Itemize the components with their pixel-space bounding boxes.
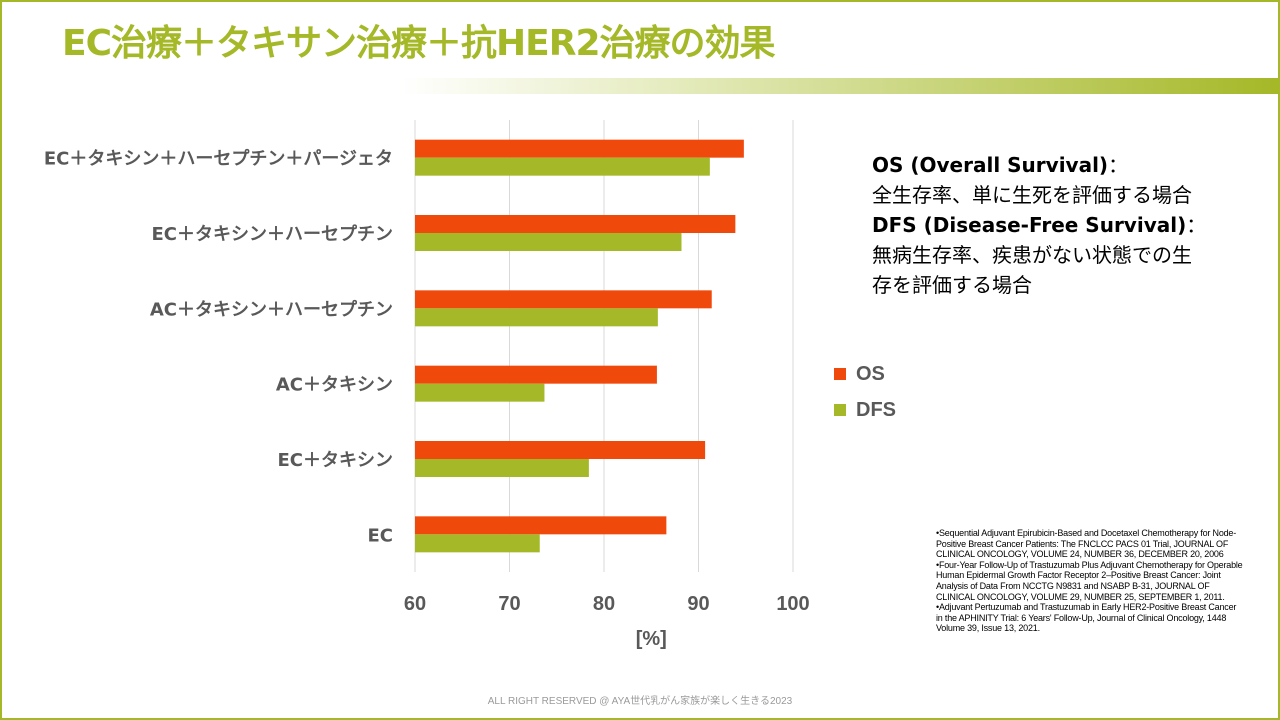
category-label: AC＋タキシン: [276, 375, 393, 396]
category-label: EC＋タキシン＋ハーセプチン＋パージェタ: [44, 148, 393, 170]
x-tick-label: 90: [687, 593, 709, 615]
reference-item: •Sequential Adjuvant Epirubicin-Based an…: [936, 528, 1237, 560]
bar-os: [415, 365, 657, 384]
x-tick-label: 60: [404, 593, 426, 615]
os-definition-heading: OS (Overall Survival)：: [872, 150, 1252, 180]
chart-legend: OS DFS: [834, 356, 896, 428]
page-title: EC治療＋タキサン治療＋抗HER2治療の効果: [62, 23, 776, 64]
bar-dfs: [415, 233, 682, 251]
category-label: AC＋タキシン＋ハーセプチン: [150, 298, 393, 320]
bar-dfs: [415, 459, 589, 477]
bar-dfs: [415, 308, 658, 327]
os-description: 全生存率、単に生死を評価する場合: [872, 183, 1192, 207]
os-colon: ：: [1108, 153, 1129, 177]
legend-item-os: OS: [834, 356, 896, 392]
category-label: EC＋タキシン＋ハーセプチン: [151, 223, 393, 245]
definitions-text: OS (Overall Survival)： 全生存率、単に生死を評価する場合 …: [872, 150, 1252, 300]
bar-os: [415, 290, 712, 309]
dfs-description-line-2: 存を評価する場合: [872, 273, 1032, 297]
reference-item: •Adjuvant Pertuzumab and Trastuzumab in …: [936, 602, 1237, 634]
legend-item-dfs: DFS: [834, 392, 896, 428]
footer-copyright: ALL RIGHT RESERVED @ AYA世代乳がん家族が楽しく生きる20…: [487, 696, 793, 707]
dfs-colon: ：: [1186, 213, 1207, 237]
bar-os: [415, 215, 736, 233]
bar-dfs: [415, 534, 540, 553]
os-term: OS (Overall Survival): [872, 153, 1109, 177]
x-tick-label: 100: [776, 593, 809, 615]
dfs-term: DFS (Disease-Free Survival): [872, 213, 1187, 237]
bar-os: [415, 516, 667, 535]
bar-dfs: [415, 157, 710, 176]
legend-label-dfs: DFS: [856, 398, 896, 421]
bar-dfs: [415, 383, 545, 402]
category-label: EC＋タキシン: [277, 450, 393, 471]
category-label: EC: [367, 525, 393, 546]
x-tick-label: 70: [498, 593, 520, 615]
dfs-description-line-1: 無病生存率、疾患がない状態での生: [872, 243, 1192, 267]
x-tick-label: 80: [593, 593, 615, 615]
legend-label-os: OS: [856, 362, 885, 385]
dfs-definition-heading: DFS (Disease-Free Survival)：: [872, 210, 1252, 240]
legend-swatch-dfs: [834, 404, 846, 416]
x-axis-label: [%]: [636, 628, 667, 650]
bar-os: [415, 441, 706, 459]
bar-os: [415, 139, 744, 158]
title-underline-bar: [400, 78, 1278, 94]
reference-item: •Four-Year Follow-Up of Trastuzumab Plus…: [936, 559, 1243, 602]
legend-swatch-os: [834, 368, 846, 380]
references: •Sequential Adjuvant Epirubicin-Based an…: [936, 528, 1244, 634]
